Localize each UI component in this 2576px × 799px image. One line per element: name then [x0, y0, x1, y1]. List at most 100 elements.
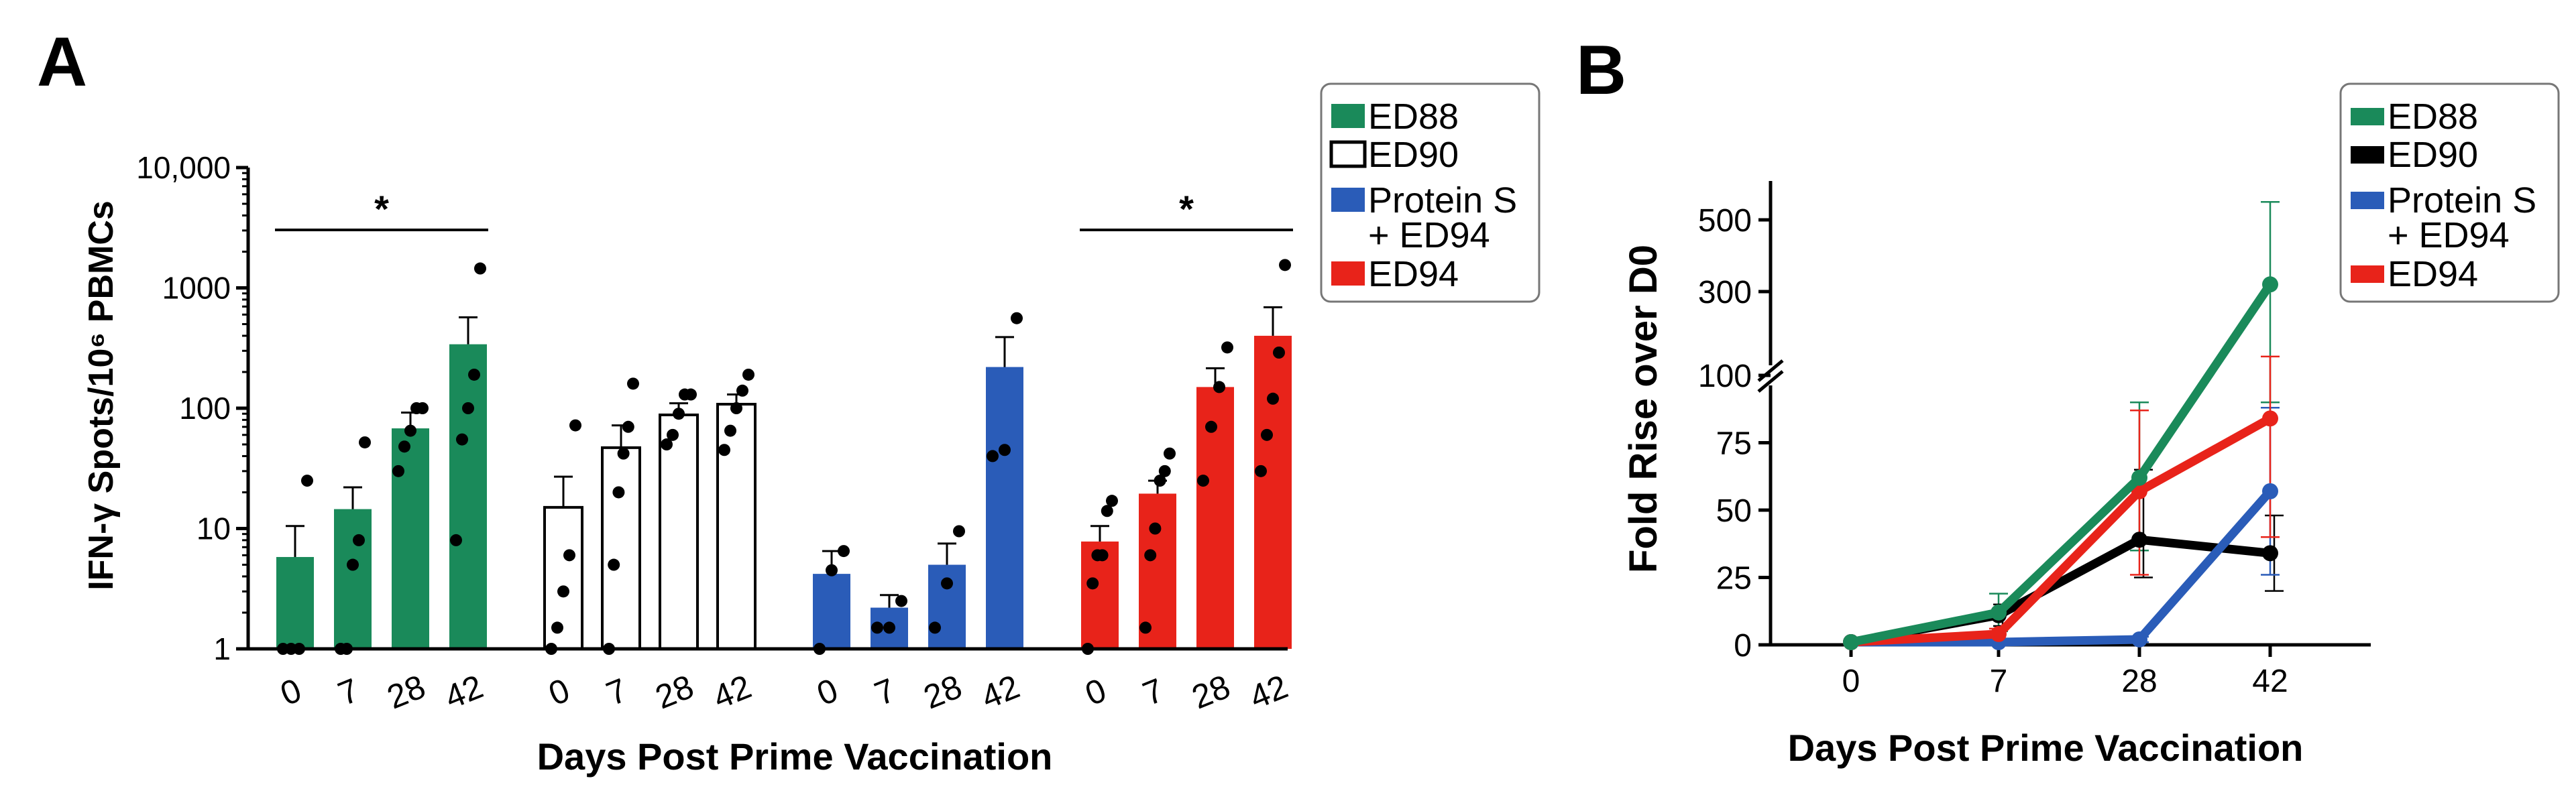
- bar: [716, 403, 757, 650]
- x-tick-label: 28: [1186, 668, 1235, 717]
- x-tick-label: 28: [650, 668, 699, 717]
- data-point: [941, 577, 953, 590]
- series-point: [2262, 483, 2278, 499]
- data-point: [838, 545, 850, 558]
- data-point: [353, 534, 365, 546]
- data-point: [685, 388, 697, 401]
- data-point: [301, 475, 313, 487]
- legend-swatch: [2351, 108, 2384, 125]
- data-point: [895, 595, 907, 607]
- x-tick-label: 28: [918, 668, 967, 717]
- y-tick-label: 300: [1698, 275, 1752, 310]
- x-tick-label: 7: [333, 671, 364, 713]
- series-line: [1846, 280, 2275, 647]
- legend-swatch: [2351, 146, 2384, 164]
- legend-label: + ED94: [2388, 215, 2510, 255]
- data-point: [1096, 549, 1109, 562]
- bar: [334, 509, 372, 649]
- y-tick-label: 50: [1716, 493, 1752, 529]
- legend-label: Protein S: [2388, 180, 2536, 221]
- bar: [276, 556, 314, 649]
- legend-swatch: [1329, 140, 1367, 168]
- axis-break: [1757, 370, 1784, 393]
- legend-swatch: [1331, 188, 1365, 212]
- legend-label: ED88: [1368, 97, 1459, 137]
- data-point: [359, 436, 371, 448]
- data-point: [736, 384, 748, 397]
- bar: [601, 446, 641, 651]
- x-tick-label: 42: [708, 668, 757, 717]
- x-tick-label: 28: [2121, 664, 2157, 699]
- panel-a-xlabel: Days Post Prime Vaccination: [537, 735, 1053, 778]
- x-tick-label: 0: [811, 671, 843, 713]
- legend-swatch: [2351, 192, 2384, 209]
- data-point: [1149, 522, 1162, 535]
- panel-b-label: B: [1576, 32, 1626, 109]
- x-tick-label: 28: [382, 668, 431, 717]
- data-point: [398, 440, 410, 453]
- data-point: [347, 558, 359, 571]
- y-tick-label: 1000: [162, 271, 231, 306]
- data-point: [730, 402, 742, 414]
- legend-label: ED94: [1368, 254, 1459, 294]
- data-point: [563, 549, 575, 562]
- x-tick-label: 42: [439, 668, 488, 717]
- panel-b-chart: 0 25 50 75 100 300 500 0 7 28 42: [1698, 181, 2371, 699]
- x-tick-label: 42: [2252, 664, 2288, 699]
- significance-star: *: [374, 188, 389, 230]
- panel-a-ylabel: IFN-γ Spots/10⁶ PBMCs: [82, 200, 121, 591]
- data-point: [1086, 577, 1099, 590]
- data-point: [1197, 475, 1209, 487]
- data-point: [1144, 549, 1157, 562]
- data-point: [871, 621, 883, 634]
- data-point: [1255, 465, 1267, 477]
- x-tick-label: 42: [976, 668, 1025, 717]
- x-tick-label: 0: [543, 671, 575, 713]
- bar: [449, 344, 487, 649]
- series-point: [2131, 469, 2147, 486]
- data-point: [404, 424, 416, 437]
- data-point: [569, 419, 581, 432]
- legend-label: + ED94: [1368, 215, 1490, 255]
- series-point: [2262, 276, 2278, 293]
- x-tick-label: 7: [1990, 664, 2008, 699]
- y-tick-label: 1: [213, 631, 231, 666]
- legend-label: ED94: [2388, 254, 2478, 294]
- data-point: [883, 621, 895, 634]
- bar: [392, 428, 429, 649]
- legend-label: ED90: [2388, 135, 2478, 175]
- series-point: [2262, 410, 2278, 427]
- data-point: [826, 564, 838, 576]
- series-point: [1991, 604, 2007, 621]
- y-tick-label: 25: [1716, 561, 1752, 597]
- data-point: [617, 447, 630, 460]
- series-point: [2262, 545, 2278, 562]
- data-point: [416, 402, 429, 414]
- y-tick-label: 0: [1734, 628, 1752, 664]
- bar: [1254, 335, 1292, 649]
- series-point: [1843, 633, 1859, 650]
- data-point: [1221, 341, 1233, 354]
- data-point: [1261, 428, 1273, 441]
- y-tick-label: 100: [179, 391, 231, 426]
- data-point: [1273, 346, 1285, 359]
- data-point: [450, 534, 462, 546]
- data-point: [622, 420, 634, 433]
- data-point: [1213, 381, 1225, 393]
- data-point: [673, 408, 685, 420]
- data-point: [392, 465, 404, 477]
- legend-swatch: [1331, 261, 1365, 286]
- data-point: [462, 402, 474, 414]
- series-line: [1846, 414, 2275, 647]
- data-point: [987, 450, 999, 463]
- bar: [986, 367, 1023, 649]
- data-point: [557, 585, 569, 598]
- axis-break: [1757, 359, 1784, 382]
- x-tick-label: 42: [1244, 668, 1293, 717]
- data-point: [953, 525, 965, 538]
- data-point: [612, 486, 625, 499]
- data-point: [929, 621, 941, 634]
